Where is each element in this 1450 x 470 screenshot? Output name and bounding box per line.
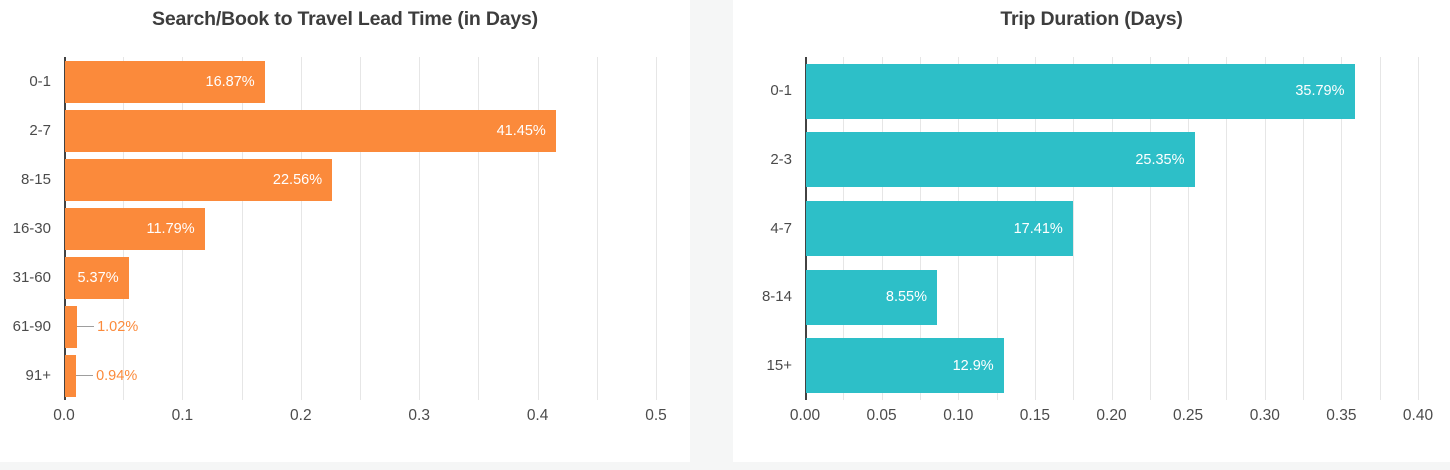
category-label: 2-7 — [29, 121, 51, 139]
bar-value-label: 25.35% — [1135, 151, 1185, 168]
axis-tick-label: 0.40 — [1402, 407, 1434, 424]
category-label: 0-1 — [770, 82, 792, 100]
gridline — [1111, 57, 1113, 400]
bar-value-label: 11.79% — [146, 220, 195, 237]
lead-time-chart-title: Search/Book to Travel Lead Time (in Days… — [152, 8, 538, 30]
gridline — [1303, 57, 1305, 400]
trip-duration-chart-title: Trip Duration (Days) — [1000, 8, 1183, 30]
axis-tick-label: 0.35 — [1326, 407, 1357, 424]
gridline — [1379, 57, 1381, 400]
chart-panel-lead-time: Search/Book to Travel Lead Time (in Days… — [0, 0, 690, 462]
gridline — [1418, 57, 1419, 400]
gridline — [1188, 57, 1190, 400]
value-leader-line — [77, 326, 95, 327]
gridline — [1341, 57, 1343, 400]
axis-tick-label: 0.10 — [943, 407, 974, 424]
bar-value-label: 12.9% — [952, 357, 994, 374]
gridline — [419, 57, 421, 400]
bar-61-90[interactable] — [65, 305, 78, 348]
bar-8-15[interactable]: 22.56% — [65, 158, 333, 201]
gridline — [360, 57, 361, 400]
gridline — [537, 57, 539, 400]
gridline — [300, 57, 302, 400]
gridline — [241, 57, 243, 400]
axis-tick-label: 0.05 — [866, 407, 897, 424]
bar-value-label: 17.41% — [1013, 220, 1063, 237]
bar-value-label: 22.56% — [272, 171, 323, 188]
bar-value-label: 0.94% — [96, 367, 138, 384]
bar-16-30[interactable]: 11.79% — [65, 207, 205, 250]
gridline — [1264, 57, 1266, 400]
axis-tick-label: 0.30 — [1249, 407, 1280, 424]
bar-value-label: 41.45% — [496, 122, 546, 139]
axis-tick-label: 0.3 — [408, 407, 430, 424]
axis-tick-label: 0.20 — [1096, 407, 1127, 424]
gridline — [1149, 57, 1151, 400]
bar-31-60[interactable]: 5.37% — [65, 256, 129, 299]
lead-time-bar-chart: 0-1 16.87% 2-7 41.45% 8-15 22.56% 16-30 11.79% 3… — [0, 0, 690, 462]
bar-value-label: 16.87% — [205, 73, 255, 90]
category-label: 8-15 — [20, 170, 51, 188]
gridline — [656, 57, 657, 400]
bar-value-label: 35.79% — [1295, 83, 1345, 100]
gridline — [1226, 57, 1228, 400]
axis-tick-label: 0.25 — [1173, 407, 1204, 424]
gridline — [478, 57, 480, 400]
bar-value-label: 8.55% — [885, 289, 927, 306]
axis-tick-label: 0.5 — [645, 407, 667, 424]
axis-tick-label: 0.15 — [1019, 407, 1050, 424]
category-label: 0-1 — [29, 72, 51, 90]
category-label: 16-30 — [12, 219, 51, 237]
gridline — [596, 57, 598, 400]
category-label: 15+ — [766, 356, 792, 374]
trip-duration-bar-chart: 0-1 35.79% 2-3 25.35% 4-7 17.41% 8-14 8.55% 15+ 1… — [733, 0, 1450, 462]
bar-0-1[interactable]: 35.79% — [806, 63, 1355, 119]
bar-2-3[interactable]: 25.35% — [806, 132, 1195, 188]
bar-15+[interactable]: 12.9% — [806, 338, 1004, 394]
bar-2-7[interactable]: 41.45% — [65, 109, 556, 152]
chart-panel-trip-duration: Trip Duration (Days) 0-1 35.79% 2-3 25.35% 4… — [733, 0, 1450, 462]
value-leader-line — [76, 375, 94, 376]
axis-tick-label: 0.1 — [171, 407, 194, 424]
category-label: 4-7 — [770, 219, 792, 237]
axis-tick-label: 0.00 — [789, 407, 821, 424]
bar-value-label: 1.02% — [97, 318, 139, 335]
category-label: 2-3 — [770, 150, 792, 168]
axis-tick-label: 0.0 — [53, 407, 75, 424]
category-label: 91+ — [25, 366, 51, 384]
bar-value-label: 5.37% — [77, 269, 119, 286]
category-label: 31-60 — [12, 268, 51, 286]
category-label: 61-90 — [12, 317, 51, 335]
bar-0-1[interactable]: 16.87% — [65, 60, 265, 103]
bar-4-7[interactable]: 17.41% — [806, 201, 1073, 256]
bar-91+[interactable] — [65, 354, 77, 397]
gridline — [1073, 57, 1075, 400]
axis-tick-label: 0.2 — [290, 407, 312, 424]
category-label: 8-14 — [761, 288, 792, 306]
bar-8-14[interactable]: 8.55% — [806, 269, 937, 325]
axis-tick-label: 0.4 — [526, 407, 549, 424]
